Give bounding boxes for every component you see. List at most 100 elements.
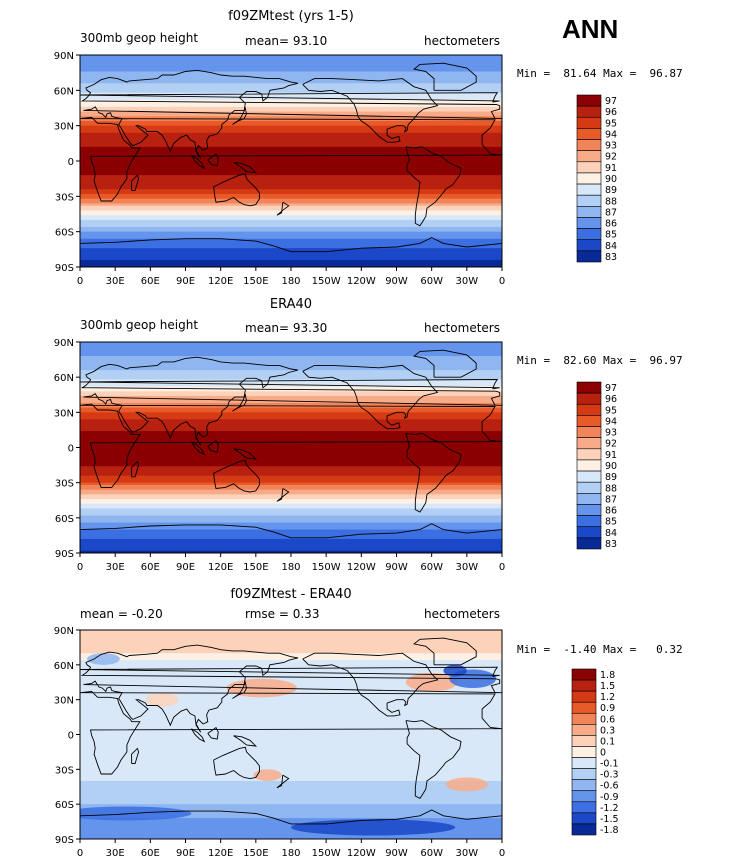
- y-tick-label: 60N: [54, 373, 74, 384]
- coastline-2: [80, 691, 502, 775]
- y-tick-label: 60S: [55, 228, 74, 239]
- x-tick-label: 150E: [243, 562, 268, 573]
- x-tick-label: 30E: [106, 848, 125, 859]
- colorbar-label: 92: [605, 439, 617, 450]
- coastline-12: [232, 106, 247, 125]
- colorbar-label: 93: [605, 141, 617, 152]
- colorbar-label: 89: [605, 472, 617, 483]
- x-tick-label: 90W: [385, 562, 408, 573]
- colorbar-label: 85: [605, 230, 617, 241]
- colorbar-swatch: [576, 415, 602, 427]
- x-tick-label: 120E: [208, 562, 233, 573]
- colorbar-swatch: [576, 426, 602, 438]
- colorbar-label: 0.9: [600, 703, 615, 714]
- colorbar-swatch: [576, 161, 602, 174]
- colorbar-swatch: [571, 701, 597, 714]
- coastline-3: [80, 356, 502, 446]
- coastline-13: [80, 379, 500, 390]
- colorbar-swatch: [571, 735, 597, 747]
- x-tick-label: 60W: [420, 562, 443, 573]
- colorbar-swatch: [571, 768, 597, 780]
- colorbar-label: 1.8: [600, 670, 615, 681]
- y-tick-label: 0: [68, 731, 74, 742]
- colorbar-label: 95: [605, 118, 617, 129]
- y-tick-label: 60N: [54, 661, 74, 672]
- panel-3-mean-label: mean = -0.20: [80, 607, 163, 621]
- panel-3-minmax-label: Min = -1.40 Max = 0.32: [517, 643, 683, 656]
- colorbar-swatch: [576, 403, 602, 416]
- colorbar-swatch: [576, 206, 602, 218]
- map-panel-1: 0 30E 60E 90E 120E 150E 180 150W 120W 90W 60W 30W 09…: [54, 51, 617, 287]
- x-tick-label: 60W: [420, 848, 443, 859]
- x-tick-label: 90E: [176, 848, 195, 859]
- panel-3-units-label: hectometers: [424, 607, 500, 621]
- colorbar-swatch: [576, 228, 602, 241]
- panel-3-rmse-label: rmse = 0.33: [245, 607, 320, 621]
- colorbar-swatch: [576, 526, 602, 539]
- coastline-8: [207, 439, 219, 453]
- coastline-7: [191, 154, 206, 170]
- x-tick-label: 90W: [385, 848, 408, 859]
- colorbar-swatch: [576, 239, 602, 252]
- x-tick-label: 180: [281, 276, 300, 287]
- coastline-2: [80, 403, 502, 488]
- colorbar-swatch: [576, 493, 602, 505]
- colorbar-label: 92: [605, 152, 617, 163]
- map-panel-2: 0 30E 60E 90E 120E 150E 180 150W 120W 90W 60W 30W 09…: [54, 338, 617, 573]
- panel-2-variable-label: 300mb geop height: [80, 318, 199, 332]
- colorbar-label: -1.2: [600, 803, 619, 814]
- coastline-13: [80, 92, 500, 103]
- map-panel-3: 0 30E 60E 90E 120E 150E 180 150W 120W 90W 60W 30W 09…: [54, 626, 619, 859]
- colorbar-label: 97: [605, 96, 617, 107]
- coastline-10: [131, 747, 140, 764]
- colorbar-label: 90: [605, 174, 617, 185]
- x-tick-label: 0: [77, 276, 83, 287]
- colorbar-label: 93: [605, 428, 617, 439]
- colorbar-swatch: [576, 504, 602, 516]
- colorbar-swatch: [571, 757, 597, 769]
- x-tick-label: 0: [499, 276, 505, 287]
- panel-1-variable-label: 300mb geop height: [80, 31, 199, 45]
- x-tick-label: 90E: [176, 562, 195, 573]
- y-tick-label: 90N: [54, 338, 74, 349]
- coastline-2: [80, 116, 502, 202]
- panel-1-minmax-label: Min = 81.64 Max = 96.87: [517, 67, 683, 80]
- x-tick-label: 90E: [176, 276, 195, 287]
- colorbar-label: 91: [605, 450, 617, 461]
- colorbar-label: 95: [605, 405, 617, 416]
- colorbar-label: 88: [605, 483, 617, 494]
- colorbar-swatch: [576, 217, 602, 229]
- colorbar-swatch: [576, 470, 602, 483]
- x-tick-label: 60E: [141, 276, 160, 287]
- x-tick-label: 150W: [312, 562, 341, 573]
- coastline-9: [233, 161, 258, 174]
- y-tick-label: 60S: [55, 800, 74, 811]
- colorbar-swatch: [576, 183, 602, 196]
- colorbar-label: 91: [605, 163, 617, 174]
- colorbar-label: 1.2: [600, 692, 615, 703]
- x-tick-label: 150W: [312, 848, 341, 859]
- y-tick-label: 90N: [54, 626, 74, 637]
- colorbar-label: -0.3: [600, 770, 619, 781]
- colorbar-label: 96: [605, 394, 617, 405]
- coastline-7: [191, 441, 206, 456]
- coastline-8: [207, 726, 219, 740]
- y-tick-label: 90S: [55, 263, 74, 274]
- x-tick-label: 150E: [243, 848, 268, 859]
- colorbar-swatch: [576, 537, 602, 550]
- coastline-11: [276, 488, 290, 502]
- colorbar-swatch: [576, 105, 602, 118]
- colorbar-label: 89: [605, 185, 617, 196]
- coastline-8: [207, 153, 219, 167]
- colorbar-swatch: [571, 679, 597, 692]
- y-tick-label: 60S: [55, 514, 74, 525]
- anomaly-blob-7: [291, 819, 456, 836]
- x-tick-label: 120W: [347, 562, 376, 573]
- colorbar-swatch: [571, 801, 597, 814]
- colorbar-swatch: [576, 459, 602, 472]
- colorbar-swatch: [571, 724, 597, 736]
- colorbar-swatch: [576, 194, 602, 207]
- colorbar-swatch: [576, 94, 602, 107]
